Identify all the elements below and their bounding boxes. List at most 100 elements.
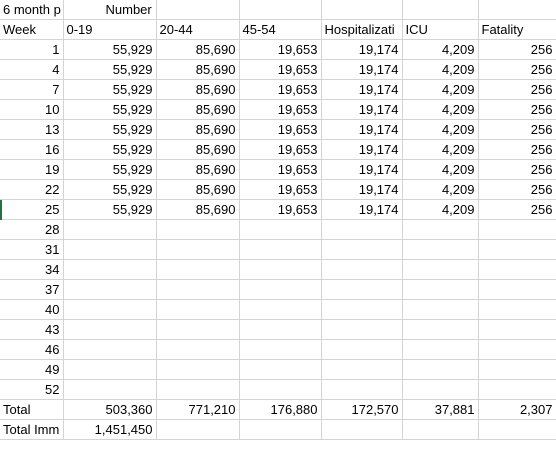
cell-fatality[interactable]: 256: [478, 139, 556, 160]
cell-week[interactable]: 10: [0, 99, 64, 120]
cell-total-imm-value[interactable]: 1,451,450: [63, 419, 157, 440]
cell-empty[interactable]: [402, 419, 479, 440]
cell-20-44[interactable]: 85,690: [156, 59, 240, 80]
cell-fatality[interactable]: 256: [478, 179, 556, 200]
cell-empty[interactable]: [321, 259, 403, 280]
cell-empty[interactable]: [156, 239, 240, 260]
cell-empty[interactable]: [156, 419, 240, 440]
cell-45-54[interactable]: 19,653: [239, 159, 322, 180]
cell-empty[interactable]: [63, 259, 157, 280]
cell-icu[interactable]: 4,209: [402, 159, 479, 180]
cell-empty[interactable]: [321, 419, 403, 440]
cell-45-54[interactable]: 19,653: [239, 79, 322, 100]
cell-icu[interactable]: 4,209: [402, 39, 479, 60]
cell-empty[interactable]: [321, 299, 403, 320]
cell-empty[interactable]: [478, 379, 556, 400]
cell-empty[interactable]: [321, 279, 403, 300]
cell-week[interactable]: 13: [0, 119, 64, 140]
cell-empty[interactable]: [239, 219, 322, 240]
cell-week[interactable]: 49: [0, 359, 64, 380]
cell-week[interactable]: 4: [0, 59, 64, 80]
cell-total-label[interactable]: Total: [0, 399, 64, 420]
cell-empty[interactable]: [63, 379, 157, 400]
cell-20-44[interactable]: 85,690: [156, 39, 240, 60]
cell-week[interactable]: 31: [0, 239, 64, 260]
cell-0-19[interactable]: 55,929: [63, 59, 157, 80]
cell-0-19[interactable]: 55,929: [63, 199, 157, 220]
cell-icu[interactable]: 4,209: [402, 99, 479, 120]
cell-empty[interactable]: [239, 319, 322, 340]
cell-icu[interactable]: 4,209: [402, 79, 479, 100]
cell-empty[interactable]: [239, 299, 322, 320]
cell-week[interactable]: 1: [0, 39, 64, 60]
cell-20-44[interactable]: 85,690: [156, 199, 240, 220]
cell-empty[interactable]: [402, 279, 479, 300]
cell-week[interactable]: 28: [0, 219, 64, 240]
cell-week[interactable]: 37: [0, 279, 64, 300]
cell-empty[interactable]: [156, 359, 240, 380]
cell-icu[interactable]: 4,209: [402, 139, 479, 160]
cell-week[interactable]: 16: [0, 139, 64, 160]
cell-week-header[interactable]: Week: [0, 19, 64, 40]
cell-empty[interactable]: [478, 319, 556, 340]
cell-icu[interactable]: 4,209: [402, 119, 479, 140]
cell-empty[interactable]: [156, 319, 240, 340]
cell-hospitalization[interactable]: 19,174: [321, 139, 403, 160]
cell-empty[interactable]: [239, 359, 322, 380]
cell-20-44[interactable]: 85,690: [156, 159, 240, 180]
cell-hospitalization[interactable]: 19,174: [321, 99, 403, 120]
cell-20-44[interactable]: 85,690: [156, 139, 240, 160]
cell-0-19[interactable]: 55,929: [63, 79, 157, 100]
cell-empty[interactable]: [402, 339, 479, 360]
cell-week[interactable]: 40: [0, 299, 64, 320]
cell-empty[interactable]: [239, 0, 322, 20]
cell-45-54[interactable]: 19,653: [239, 59, 322, 80]
cell-week[interactable]: 19: [0, 159, 64, 180]
cell-hospitalization[interactable]: 19,174: [321, 79, 403, 100]
cell-period-label[interactable]: 6 month p: [0, 0, 64, 20]
cell-empty[interactable]: [478, 0, 556, 20]
cell-header-fatality[interactable]: Fatality: [478, 19, 556, 40]
cell-empty[interactable]: [478, 419, 556, 440]
cell-empty[interactable]: [63, 319, 157, 340]
cell-total-imm-label[interactable]: Total Imm: [0, 419, 64, 440]
cell-fatality[interactable]: 256: [478, 99, 556, 120]
cell-empty[interactable]: [239, 339, 322, 360]
cell-header-0-19[interactable]: 0-19: [63, 19, 157, 40]
cell-week[interactable]: 22: [0, 179, 64, 200]
cell-total-icu[interactable]: 37,881: [402, 399, 479, 420]
cell-45-54[interactable]: 19,653: [239, 139, 322, 160]
cell-45-54[interactable]: 19,653: [239, 39, 322, 60]
cell-empty[interactable]: [321, 219, 403, 240]
cell-empty[interactable]: [156, 279, 240, 300]
cell-empty[interactable]: [63, 279, 157, 300]
cell-empty[interactable]: [478, 299, 556, 320]
cell-total-0-19[interactable]: 503,360: [63, 399, 157, 420]
cell-empty[interactable]: [321, 0, 403, 20]
cell-20-44[interactable]: 85,690: [156, 99, 240, 120]
cell-empty[interactable]: [239, 379, 322, 400]
cell-empty[interactable]: [321, 359, 403, 380]
cell-total-20-44[interactable]: 771,210: [156, 399, 240, 420]
cell-0-19[interactable]: 55,929: [63, 119, 157, 140]
cell-fatality[interactable]: 256: [478, 79, 556, 100]
cell-empty[interactable]: [402, 359, 479, 380]
cell-45-54[interactable]: 19,653: [239, 179, 322, 200]
cell-empty[interactable]: [239, 239, 322, 260]
cell-icu[interactable]: 4,209: [402, 199, 479, 220]
cell-empty[interactable]: [156, 299, 240, 320]
cell-empty[interactable]: [321, 319, 403, 340]
cell-empty[interactable]: [321, 239, 403, 260]
cell-icu[interactable]: 4,209: [402, 179, 479, 200]
cell-week[interactable]: 7: [0, 79, 64, 100]
cell-empty[interactable]: [63, 339, 157, 360]
cell-empty[interactable]: [402, 0, 479, 20]
cell-empty[interactable]: [239, 419, 322, 440]
cell-empty[interactable]: [321, 339, 403, 360]
cell-fatality[interactable]: 256: [478, 119, 556, 140]
cell-total-hospitalization[interactable]: 172,570: [321, 399, 403, 420]
cell-0-19[interactable]: 55,929: [63, 179, 157, 200]
cell-week[interactable]: 43: [0, 319, 64, 340]
cell-45-54[interactable]: 19,653: [239, 119, 322, 140]
cell-empty[interactable]: [402, 379, 479, 400]
